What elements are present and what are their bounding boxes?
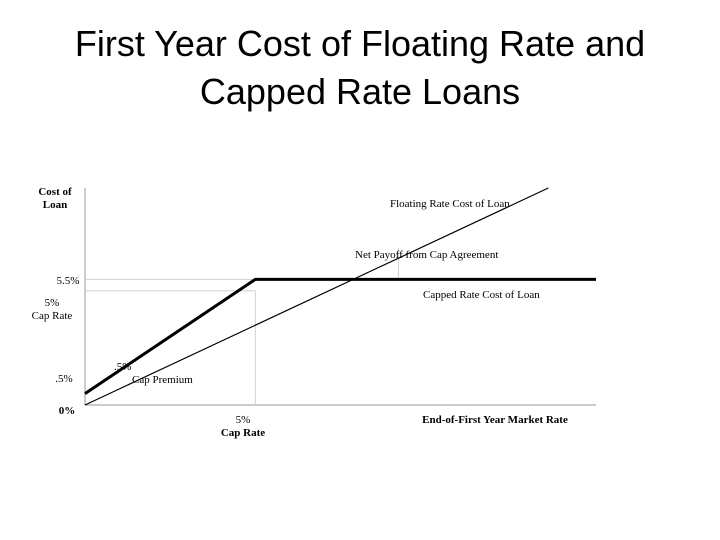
floating-rate-label: Floating Rate Cost of Loan <box>390 198 510 210</box>
capped-rate-line <box>84 277 596 395</box>
floating-rate-line <box>84 187 549 406</box>
x-axis-label: End-of-First Year Market Rate <box>422 414 568 426</box>
x-tick-5: 5% <box>236 414 251 426</box>
cap-premium-value: .5% <box>114 361 131 373</box>
page-title: First Year Cost of Floating Rate and Cap… <box>0 20 720 116</box>
x-tick-5-caption: Cap Rate <box>221 427 265 439</box>
y-tick-0: 0% <box>59 405 76 417</box>
capped-rate-label: Capped Rate Cost of Loan <box>423 289 540 301</box>
cap-premium-label: Cap Premium <box>132 374 193 386</box>
title-line-1: First Year Cost of Floating Rate and <box>74 23 646 64</box>
title-line-2: Capped Rate Loans <box>199 71 521 112</box>
y-tick-5-caption: Cap Rate <box>32 310 73 322</box>
y-tick-5: 5% <box>45 297 60 309</box>
y-tick-5-5: 5.5% <box>57 275 80 287</box>
net-payoff-label: Net Payoff from Cap Agreement <box>355 249 498 261</box>
y-tick-0-5: .5% <box>55 373 72 385</box>
y-axis-label-line-1: Cost of <box>38 186 72 198</box>
y-axis-label-line-2: Loan <box>43 199 67 211</box>
